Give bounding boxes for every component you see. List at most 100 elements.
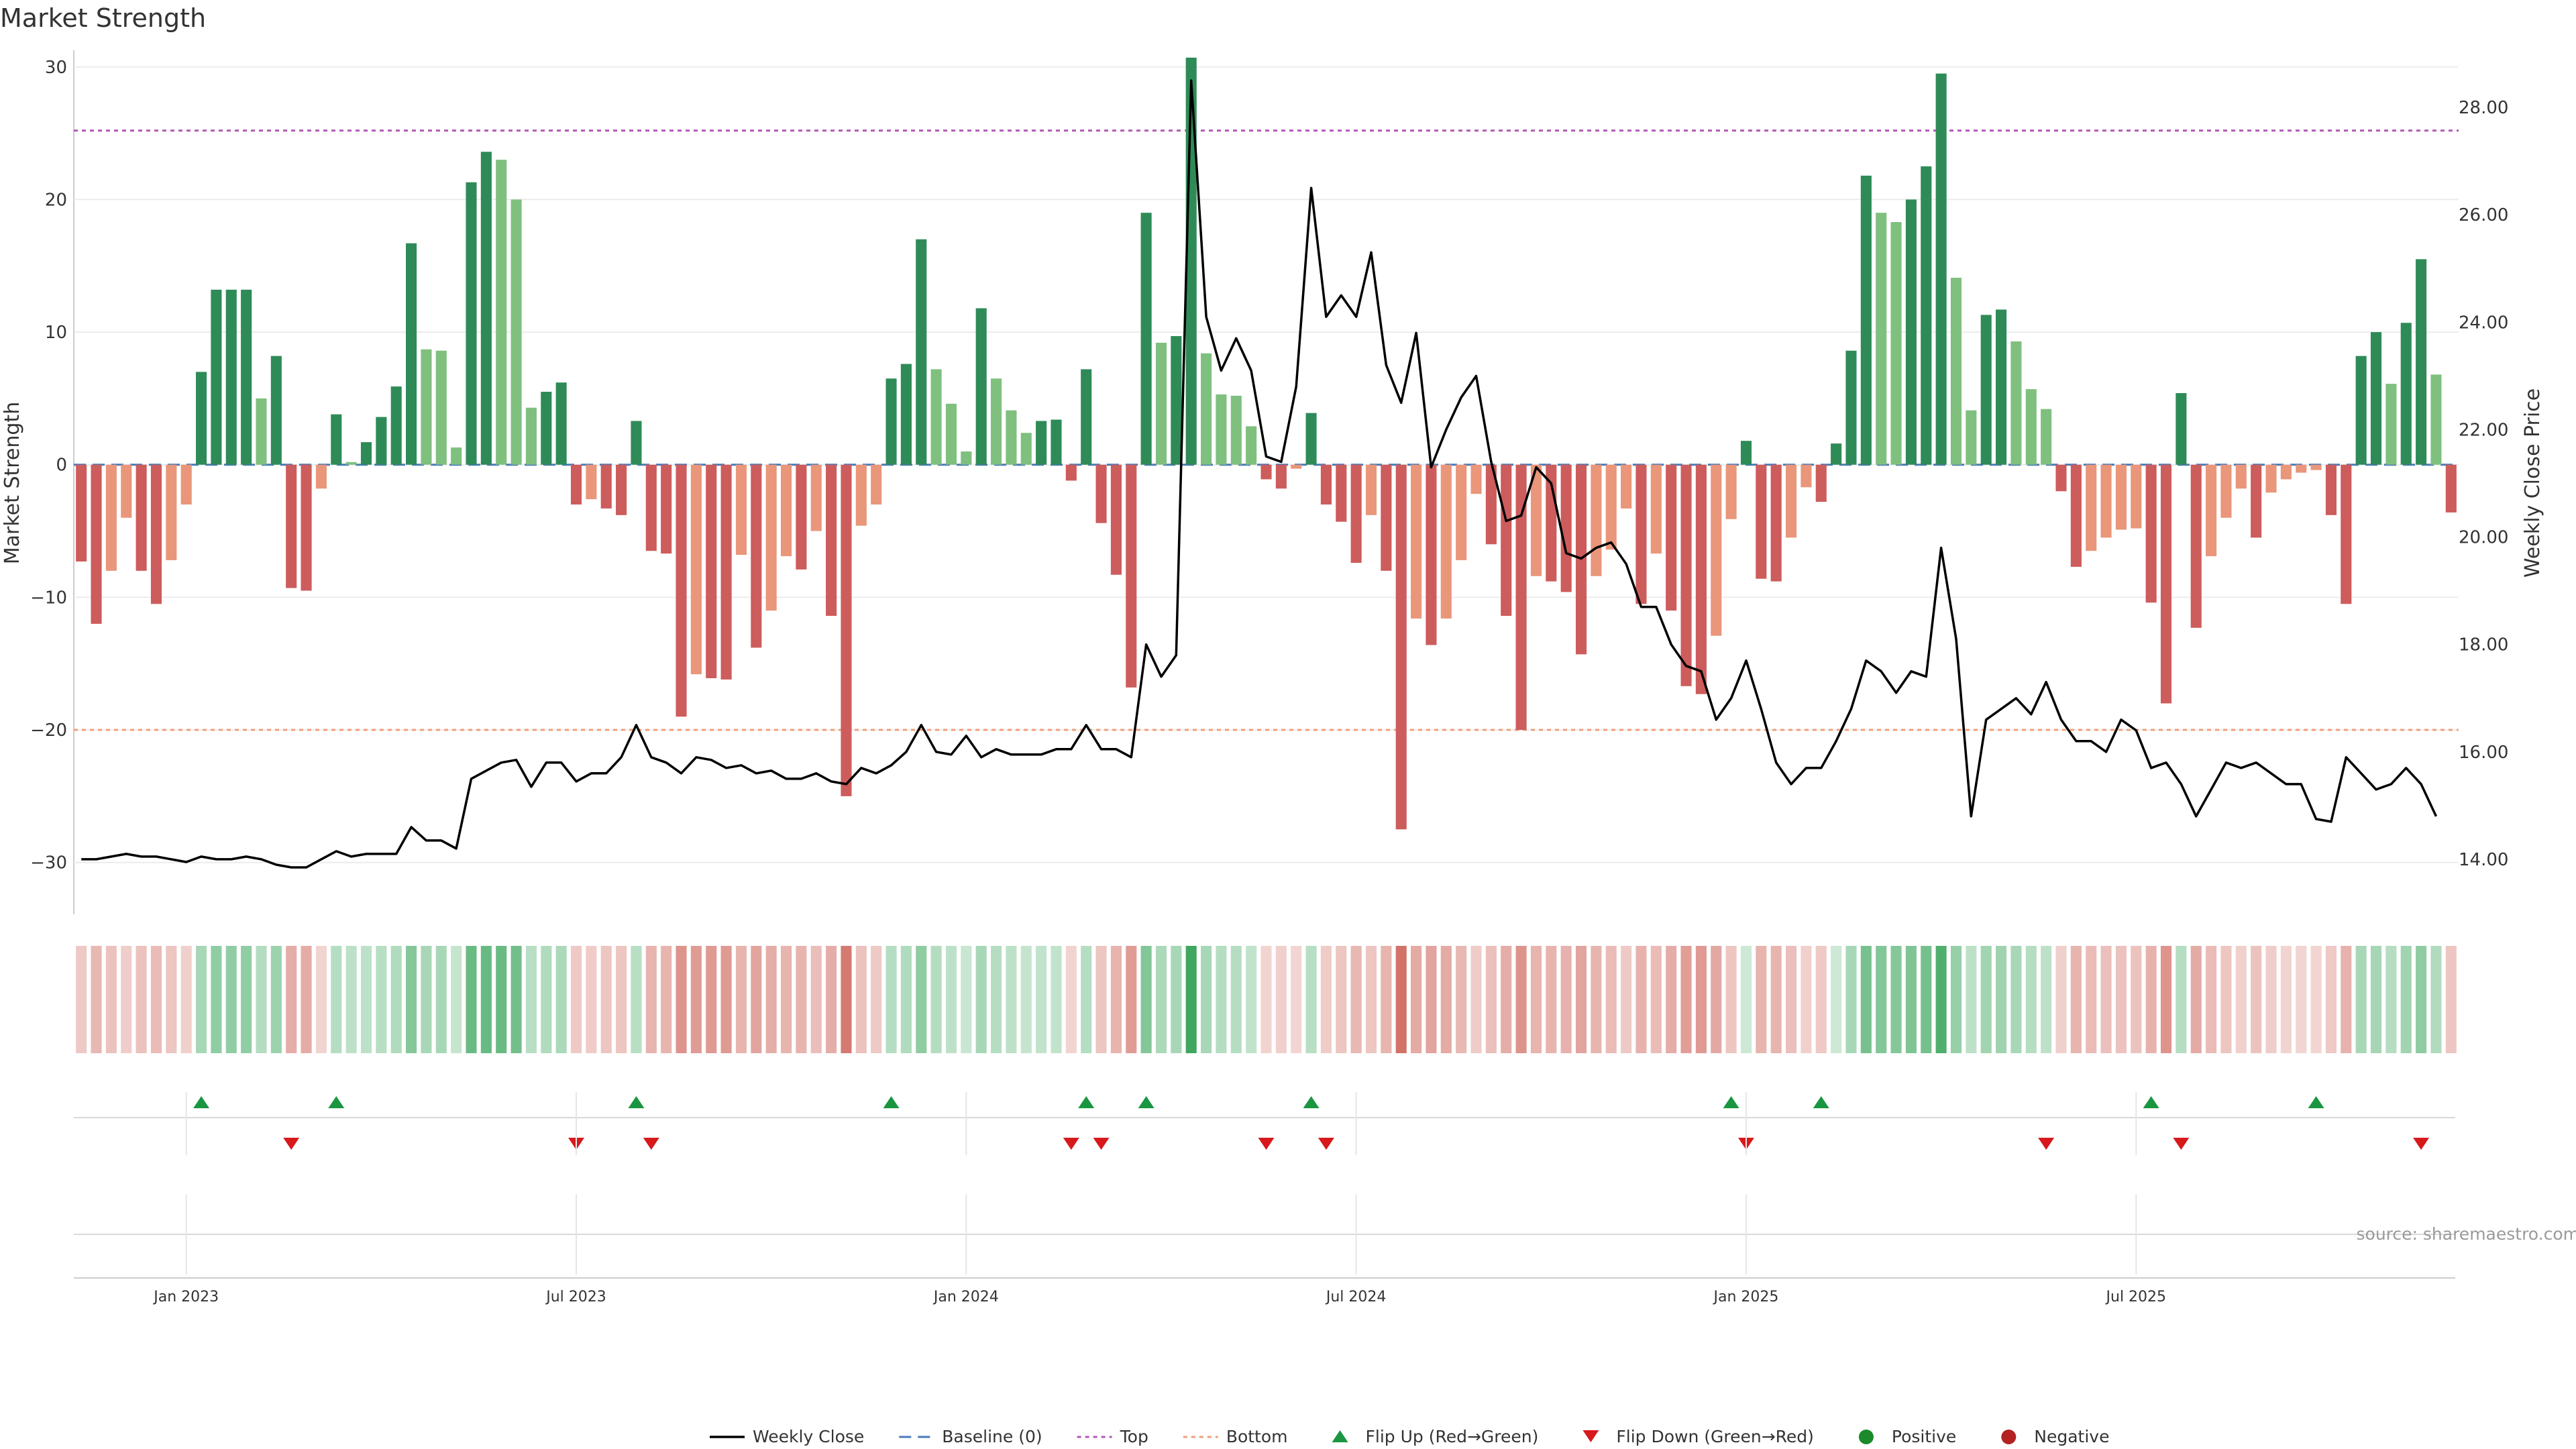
flip-up-marker — [193, 1096, 210, 1108]
heat-cell — [1935, 946, 1947, 1053]
heat-cell — [645, 946, 657, 1053]
heat-cell — [2086, 946, 2097, 1053]
strength-bar — [661, 464, 672, 554]
strength-bar — [1216, 394, 1227, 465]
heat-cell — [1605, 946, 1617, 1053]
heat-cell — [1110, 946, 1122, 1053]
heat-cell — [1635, 946, 1647, 1053]
heat-cell — [1081, 946, 1092, 1053]
strength-bar — [1711, 464, 1722, 636]
heat-cell — [2176, 946, 2187, 1053]
strength-bar — [871, 464, 882, 505]
heat-cell — [1905, 946, 1917, 1053]
heat-cell — [1591, 946, 1602, 1053]
heat-cell — [900, 946, 912, 1053]
strength-bar — [645, 464, 657, 551]
heat-cell — [871, 946, 882, 1053]
heat-cell — [1291, 946, 1302, 1053]
flip-up-marker — [2143, 1096, 2159, 1108]
strength-bar — [1950, 278, 1962, 465]
heat-cell — [1980, 946, 1992, 1053]
strength-bar — [1036, 421, 1047, 465]
strength-bar — [706, 464, 717, 678]
strength-bar — [1426, 464, 1437, 645]
heat-cell — [1171, 946, 1182, 1053]
strength-bar — [496, 160, 507, 465]
strength-bar — [1095, 464, 1107, 523]
heat-cell — [2025, 946, 2037, 1053]
heat-cell — [2355, 946, 2367, 1053]
heat-cell — [166, 946, 177, 1053]
flip-down-marker — [2413, 1138, 2430, 1150]
heat-cell — [496, 946, 507, 1053]
heat-cell — [570, 946, 582, 1053]
strength-bar — [1501, 464, 1512, 616]
strength-bar — [1020, 433, 1032, 465]
heat-cell — [541, 946, 552, 1053]
flip-down-marker — [2038, 1138, 2055, 1150]
strength-bar — [2206, 464, 2217, 557]
strength-bar — [841, 464, 852, 796]
strength-bar — [916, 239, 927, 465]
strength-bar — [2385, 384, 2397, 465]
heat-cell — [1560, 946, 1572, 1053]
strength-bar — [885, 378, 897, 465]
strength-bar — [1996, 309, 2007, 465]
x-tick-label: Jul 2023 — [545, 1289, 606, 1305]
strength-bar — [930, 369, 942, 465]
heat-cell — [1350, 946, 1362, 1053]
strength-bar — [1695, 464, 1707, 694]
strength-bar — [1876, 213, 1887, 465]
weekly-close-series — [81, 79, 2438, 869]
strength-bar — [435, 350, 447, 465]
legend: Weekly Close Baseline (0) Top Bottom Flip Up… — [710, 1427, 2109, 1446]
strength-bar — [2370, 332, 2382, 465]
heat-cell — [1036, 946, 1047, 1053]
right-y-ticks: 28.00 26.00 24.00 22.00 20.00 18.00 16.00 14.00 — [2459, 98, 2508, 870]
strength-bar — [1860, 175, 1872, 465]
heat-cell — [1440, 946, 1452, 1053]
strength-bar — [286, 464, 297, 588]
flip-down-marker — [1258, 1138, 1275, 1150]
strength-bar — [1126, 464, 1137, 688]
heat-cell — [2235, 946, 2247, 1053]
heat-cell — [1711, 946, 1722, 1053]
strength-bar — [1110, 464, 1122, 575]
strength-bar — [1365, 464, 1377, 515]
x-tick-label: Jan 2025 — [1713, 1289, 1779, 1305]
strength-bar — [76, 464, 87, 562]
flip-up-marker — [1078, 1096, 1095, 1108]
heat-cell — [826, 946, 837, 1053]
strength-bar — [1051, 419, 1062, 465]
strength-bar — [570, 464, 582, 505]
strength-bar — [1336, 464, 1347, 522]
heat-cell — [1860, 946, 1872, 1053]
flip-down-marker — [643, 1138, 659, 1150]
heat-cell — [1485, 946, 1497, 1053]
heat-cell — [256, 946, 267, 1053]
strength-bar — [180, 464, 192, 505]
heat-cell — [796, 946, 807, 1053]
heat-cell — [555, 946, 567, 1053]
heat-cell — [2145, 946, 2157, 1053]
strength-bar — [225, 289, 237, 465]
strength-bar — [1740, 441, 1752, 465]
strength-bar — [2355, 356, 2367, 465]
strength-bar — [301, 464, 312, 591]
strength-bar — [2235, 464, 2247, 489]
strength-bar — [2190, 464, 2202, 628]
heat-cell — [1456, 946, 1467, 1053]
heat-cell — [1666, 946, 1677, 1053]
heat-cell — [751, 946, 762, 1053]
heat-cell — [195, 946, 207, 1053]
strength-bar — [2296, 464, 2307, 473]
heat-cell — [1230, 946, 1242, 1053]
heat-cell — [105, 946, 117, 1053]
left-y-ticks: 30 20 10 0 −10 −20 −30 — [30, 58, 67, 873]
heat-cell — [1395, 946, 1407, 1053]
strength-bar — [1905, 199, 1917, 465]
strength-bar — [315, 464, 327, 489]
legend-label: Baseline (0) — [942, 1427, 1042, 1446]
